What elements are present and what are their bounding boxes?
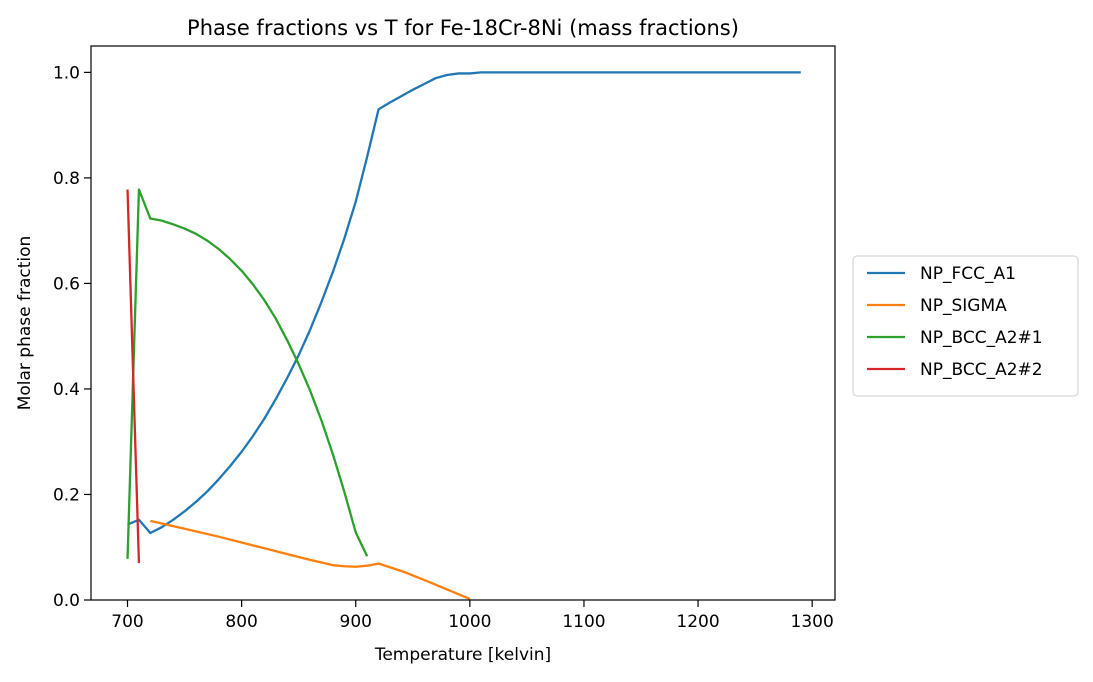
plot-frame [90, 45, 836, 601]
x-tick-label: 700 [111, 612, 143, 632]
x-axis-ticks: 700 800 900 1000 1100 1200 1300 [111, 600, 834, 632]
x-tick-label: 1000 [448, 612, 491, 632]
legend-label-2: NP_BCC_A2#1 [920, 328, 1043, 348]
y-tick-label: 0.0 [53, 591, 80, 611]
legend-label-3: NP_BCC_A2#2 [920, 360, 1043, 380]
y-tick-label: 0.4 [53, 380, 80, 400]
x-tick-label: 900 [340, 612, 372, 632]
legend: NP_FCC_A1 NP_SIGMA NP_BCC_A2#1 NP_BCC_A2#2 [852, 255, 1079, 397]
series-line-0 [127, 71, 801, 535]
x-tick-label: 1100 [562, 612, 605, 632]
series-line-1 [150, 519, 471, 601]
series-line-3 [126, 189, 141, 564]
y-tick-label: 0.2 [53, 485, 80, 505]
y-tick-label: 0.8 [53, 169, 80, 189]
legend-label-1: NP_SIGMA [920, 296, 1007, 316]
y-tick-label: 0.6 [53, 274, 80, 294]
legend-label-0: NP_FCC_A1 [920, 264, 1016, 284]
x-tick-label: 800 [225, 612, 257, 632]
chart-title: Phase fractions vs T for Fe-18Cr-8Ni (ma… [187, 16, 739, 40]
x-tick-label: 1300 [791, 612, 834, 632]
x-axis-label: Temperature [kelvin] [374, 645, 551, 665]
y-axis-label: Molar phase fraction [15, 236, 35, 411]
legend-box [852, 255, 1079, 397]
y-axis-ticks: 0.0 0.2 0.4 0.6 0.8 1.0 [53, 63, 91, 611]
x-tick-label: 1200 [676, 612, 719, 632]
y-tick-label: 1.0 [53, 63, 80, 83]
plot-area [126, 71, 801, 601]
series-line-2 [126, 188, 369, 559]
